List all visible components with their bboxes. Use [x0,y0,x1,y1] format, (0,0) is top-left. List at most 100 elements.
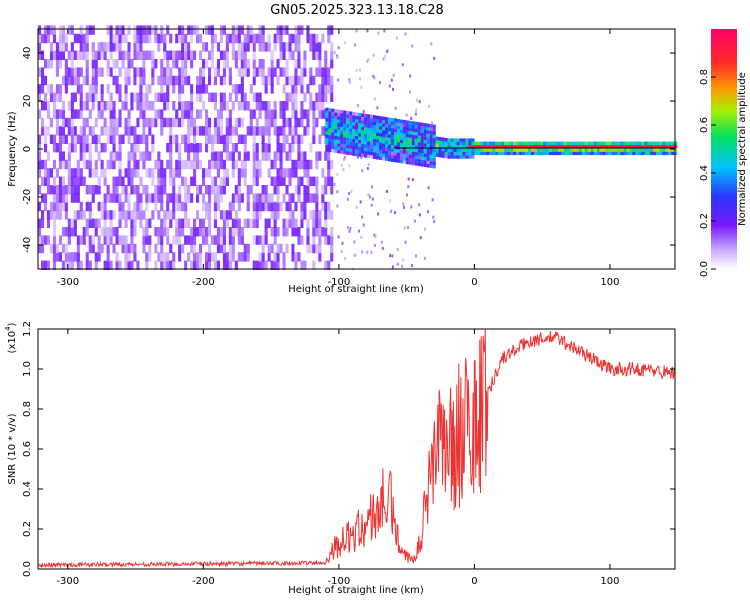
spectrogram-cell [240,67,244,77]
spectrogram-cell [172,101,176,111]
spectrogram-cell [187,218,191,228]
spectrogram-cell [291,159,295,170]
spectrogram-trace-cell [456,138,460,142]
spectrogram-cell [294,92,298,102]
spectrogram-cell [142,117,146,128]
spectrogram-trace-cell [456,145,460,149]
spectrogram-trace-cell [614,144,618,149]
spectrogram-cell [276,227,280,237]
spectrogram-trace-cell [426,130,430,134]
spectrogram-trace-cell [480,151,484,156]
spectrogram-cell [324,176,328,186]
spectrogram-cell [279,176,283,186]
spectrogram-cell [172,75,176,86]
spectrogram-cell [166,252,170,262]
spectrogram-trace-cell [367,144,371,148]
spectrogram-cell [85,201,89,212]
snr-scale-exp: 4 [4,326,12,331]
spectrogram-cell [157,92,161,102]
spectrogram-cell [216,235,220,245]
spectrogram-cell [348,229,351,233]
spectrogram-trace-cell [665,151,669,156]
spectrogram-cell [142,101,146,111]
spectrogram-cell [169,50,173,60]
spectrogram-trace-cell [340,147,344,151]
spectrogram-trace-cell [337,109,341,114]
spectrogram-trace-cell [328,135,332,139]
spectrogram-trace-cell [584,144,588,149]
spectrogram-cell [166,227,170,237]
spectrogram-cell [166,50,170,60]
spectrogram-trace-cell [399,156,403,160]
spectrogram-cell [64,134,68,144]
spectrogram-cell [327,159,331,170]
spectrogram-cell [38,243,42,254]
spectrogram-trace-cell [620,141,624,146]
spectrogram-trace-cell [528,151,532,156]
spectrogram-trace-cell [593,141,597,146]
spectrogram-trace-cell [346,111,350,115]
spectrogram-cell [213,201,217,212]
spectrogram-cell [178,75,182,86]
spectrogram-cell [82,126,86,136]
spectrogram-cell [64,193,68,203]
spectrogram-cell [91,243,95,254]
spectrogram-cell [184,218,188,228]
spectrogram-trace-cell [367,114,371,118]
spectrogram-trace-cell [620,148,624,152]
spectrogram-cell [157,151,161,161]
spectrogram-cell [58,176,62,186]
spectrogram-trace-cell [629,151,633,156]
spectrogram-cell [175,33,179,44]
spectrogram-cell [344,257,347,260]
spectrogram-cell [100,159,104,170]
spectrogram-trace-cell [468,148,472,152]
spectrogram-trace-cell [393,152,397,156]
spectrogram-cell [348,192,351,195]
spectrogram-cell [100,243,104,254]
spectrogram-cell [127,109,131,119]
spectrogram-cell [330,235,334,245]
spectrogram-trace-cell [560,144,564,149]
spectrogram-cell [285,92,289,102]
spectrogram-cell [231,101,235,111]
spectrogram-cell [415,254,417,258]
spectrogram-cell [154,243,158,254]
spectrogram-cell [160,159,164,170]
spectrogram-cell [91,92,95,102]
spectrogram-cell [148,25,152,35]
spectrogram-cell [243,159,247,170]
spectrogram-trace-cell [355,135,359,140]
spectrogram-cell [318,59,322,69]
spectrogram-cell [76,67,80,77]
spectrogram-cell [294,260,298,270]
spectrogram-trace-cell [337,129,341,134]
snr-x-label: Height of straight line (km) [288,585,424,596]
spectrogram-cell [61,101,65,111]
spectrogram-cell [309,67,313,77]
spectrogram-cell [109,42,113,52]
spectrogram-cell [175,201,179,212]
spectrogram-cell [163,185,167,195]
spectrogram-cell [234,33,238,44]
spectrogram-cell [222,243,226,254]
spectrogram-trace-cell [429,157,433,162]
spectrogram-trace-cell [662,151,666,156]
spectrogram-trace-cell [343,144,347,148]
spectrogram-cell [73,176,77,186]
spectrogram-cell [303,201,307,212]
spectrogram-cell [234,50,238,60]
spectrogram-cell [294,67,298,77]
spectrogram-cell [279,168,283,178]
spectrogram-cell [210,134,214,144]
spectrogram-cell [172,193,176,203]
spectrogram-cell [300,201,304,212]
spectrogram-cell [390,209,392,213]
spectrogram-cell [318,42,322,52]
spectrogram-cell [100,109,104,119]
spectrogram-trace-cell [349,121,353,126]
snr-scale-label: (x104) [4,322,18,353]
spectrogram-cell [297,59,301,69]
spectrogram-cell [196,159,200,170]
spectrogram-cell [222,143,226,153]
